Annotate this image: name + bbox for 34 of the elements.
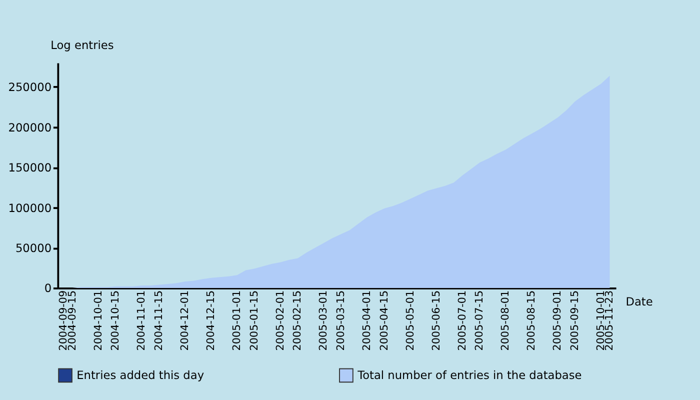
legend-label: Total number of entries in the database [356,368,582,382]
x-tick-label: 2004-12-01 [178,290,191,351]
x-tick-label: 2005-07-01 [456,290,468,351]
x-tick-label: 2005-07-15 [474,290,486,351]
x-tick-label: 2004-10-15 [110,290,122,351]
x-tick-label: 2005-01-01 [230,290,243,351]
x-tick-label: 2005-06-15 [430,290,442,351]
x-tick-label: 2005-09-01 [552,290,564,351]
x-tick-label: 2005-02-01 [274,290,286,351]
x-tick-label: 2004-11-01 [136,290,148,351]
y-axis-title: Log entries [50,38,114,52]
x-tick-label: 2004-10-01 [92,290,104,351]
y-tick-label: 0 [44,281,52,296]
y-tick-label: 100000 [8,200,52,215]
x-tick-label: 2005-08-15 [526,290,538,351]
x-tick-label: 2005-04-01 [360,290,373,351]
x-tick-label: 2004-11-15 [152,290,165,351]
x-axis-title: Date [626,294,653,308]
x-tick-label: 2004-12-15 [204,290,217,351]
x-tick-label: 2005-03-15 [334,290,347,351]
y-tick-label: 250000 [8,80,52,94]
y-tick-label: 50000 [15,241,52,256]
x-tick-label: 2005-05-01 [404,290,416,351]
x-tick-label: 2005-04-15 [378,290,390,351]
y-tick-label: 200000 [8,120,52,134]
x-tick-label: 2004-09-15 [66,290,78,351]
x-tick-label: 2005-11-23 [604,290,616,351]
x-tick-label: 2005-01-15 [248,290,260,351]
x-tick-label: 2005-03-01 [318,290,330,351]
y-tick-label: 150000 [8,160,52,175]
x-tick-label: 2005-09-15 [568,290,581,351]
x-tick-label: 2005-02-15 [292,290,304,351]
x-tick-label: 2005-08-01 [500,290,512,351]
legend-label: Entries added this day [76,368,204,382]
